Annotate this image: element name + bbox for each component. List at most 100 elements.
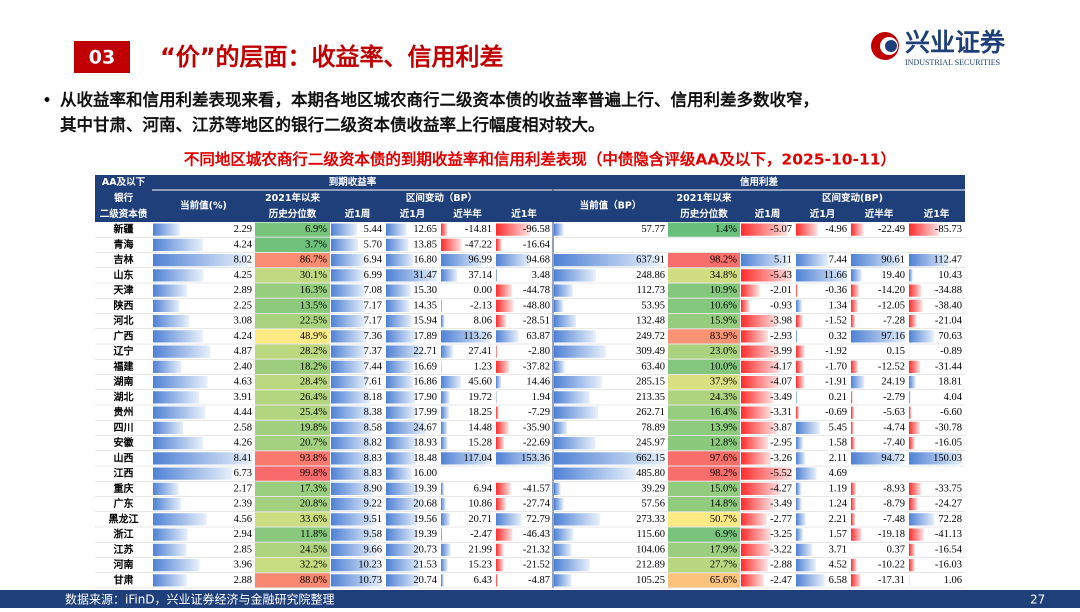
data-bar [851,437,855,449]
cell-value: 113.26 [464,331,493,342]
cell-value: -2.93 [770,331,792,342]
cell-value: 97.16 [881,331,905,342]
data-bar [153,529,188,541]
cell-value: 15.23 [468,560,492,571]
cell-value: 17.99 [413,407,437,418]
cell-value: 63.40 [641,361,665,372]
data-bar [554,315,576,327]
data-bar [741,574,764,586]
cell-value: 18.48 [413,453,437,464]
data-bar [909,529,924,541]
data-bar [851,285,859,297]
data-bar [386,437,417,449]
data-bar [153,468,232,480]
data-bar [496,544,504,556]
data-bar [851,498,856,510]
header-cell: 近1年 [924,208,950,220]
cell-value: 249.72 [636,331,665,342]
data-bar [153,559,200,571]
cell-value: 1.34 [829,300,848,311]
cell-value: 14.35 [413,300,437,311]
data-bar [909,330,934,342]
cell-value: 4.24 [234,331,253,342]
header-cell: 2021年以来 [677,192,732,204]
data-bar [796,224,818,236]
cell-value: 16.86 [413,377,437,388]
cell-value: 112.73 [637,285,666,296]
data-bar [554,224,564,236]
cell-value: 8.18 [364,392,382,403]
cell-value: -7.29 [528,407,550,418]
data-bar [496,315,506,327]
logo-en: INDUSTRIAL SECURITIES [905,58,1000,67]
cell-value: 93.8% [300,453,327,464]
data-bar [331,285,365,297]
data-bar [909,391,910,403]
data-bar [909,544,915,556]
data-bar [153,544,187,556]
cell-value: 1.4% [715,224,737,235]
data-bar [796,468,817,480]
cell-value: 117.04 [464,453,493,464]
data-bar [554,422,567,434]
cell-value: 45.60 [468,377,492,388]
cell-value: 10.86 [468,499,492,510]
cell-value: -0.36 [825,285,847,296]
cell-value: 10.23 [358,560,382,571]
cell-value: 4.25 [234,270,252,281]
cell-value: 7.08 [364,285,382,296]
cell-value: 9.22 [364,499,382,510]
region: 河北 [114,314,134,327]
cell-value: 10.73 [358,575,382,586]
cell-value: 94.68 [526,255,550,266]
data-bar [386,300,409,312]
cell-value: 5.45 [829,422,847,433]
data-bar [153,574,187,586]
data-bar [153,513,207,525]
cell-value: 637.91 [636,255,665,266]
header-cell: 近1周 [345,208,371,220]
cell-value: 2.89 [234,285,252,296]
cell-value: 0.15 [887,346,905,357]
cell-value: 15.0% [710,483,737,494]
cell-value: 8.41 [234,453,252,464]
data-bar [909,285,921,297]
cell-value: 39.29 [641,483,665,494]
cell-value: -37.82 [523,361,550,372]
data-bar [554,483,561,495]
cell-value: 18.93 [413,438,437,449]
cell-value: 22.71 [413,346,437,357]
data-bar [153,346,210,358]
cell-value: -22.69 [523,438,550,449]
cell-value: 309.49 [636,346,665,357]
data-bar [796,483,801,495]
cell-value: 105.25 [636,575,665,586]
data-bar [386,239,408,251]
cell-value: 78.89 [641,422,665,433]
data-bar [851,422,854,434]
cell-value: 8.83 [364,468,382,479]
cell-value: 213.35 [636,392,665,403]
cell-value: 13.85 [413,239,437,250]
data-bar [796,559,816,571]
cell-value: 4.44 [234,407,253,418]
cell-value: 3.91 [234,392,252,403]
data-bar [441,346,453,358]
data-bar [851,391,853,403]
cell-value: 1.94 [532,392,551,403]
cell-value: 57.56 [641,499,665,510]
data-bar [331,315,365,327]
cell-value: 1.24 [829,499,848,510]
cell-value: 1.06 [944,575,962,586]
data-bar [909,559,915,571]
cell-value: -12.52 [878,361,905,372]
cell-value: 65.6% [710,575,737,586]
slide-title: “价”的层面：收益率、信用利差 [160,43,504,71]
data-bar [909,513,935,525]
header-cell: 近半年 [453,208,482,220]
data-bar [909,269,913,281]
data-bar [554,391,590,403]
header-cell: 近1月 [400,208,426,220]
data-bar [153,315,189,327]
